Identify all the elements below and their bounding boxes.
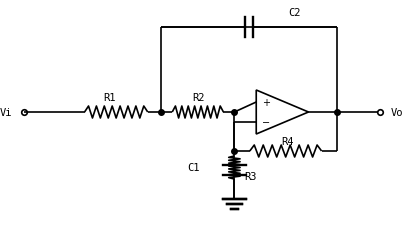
Text: R3: R3 (244, 171, 256, 181)
Text: R4: R4 (281, 136, 294, 146)
Text: R1: R1 (103, 93, 115, 103)
Text: C2: C2 (288, 8, 301, 18)
Text: Vo: Vo (391, 108, 404, 117)
Text: C1: C1 (187, 162, 199, 172)
Text: Vi: Vi (0, 108, 12, 117)
Text: −: − (262, 117, 270, 127)
Text: R2: R2 (192, 93, 205, 103)
Text: +: + (262, 98, 270, 108)
